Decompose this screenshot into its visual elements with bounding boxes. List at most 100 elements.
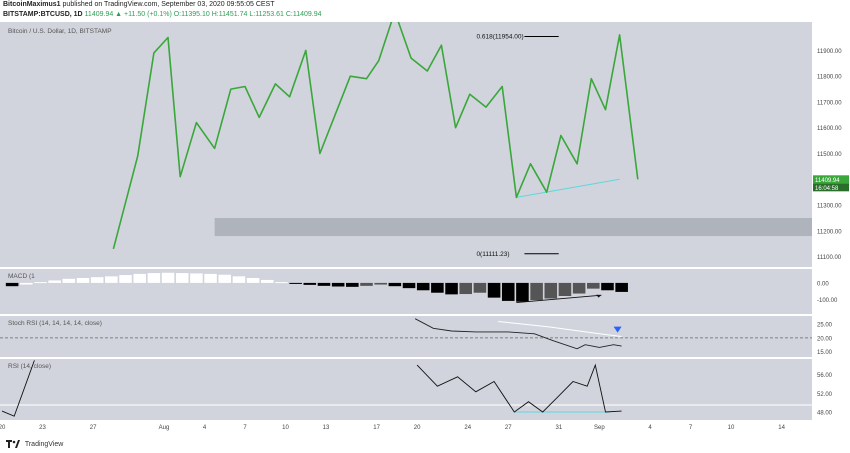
time-tick-label: 13	[323, 425, 330, 431]
macd-histogram-bar	[218, 274, 232, 283]
stoch-y-tick: 15.00	[817, 350, 833, 356]
macd-histogram-bar	[601, 282, 614, 291]
macd-histogram-bar	[346, 282, 359, 287]
macd-histogram-bar	[5, 282, 19, 287]
stoch-y-tick: 20.00	[817, 336, 833, 342]
time-tick-label: 7	[689, 425, 693, 431]
stoch-d-line	[498, 321, 622, 337]
macd-histogram-bar	[275, 282, 288, 284]
macd-histogram-bar	[20, 282, 33, 285]
chart-canvas[interactable]: Bitcoin / U.S. Dollar, 1D, BITSTAMP 11900…	[0, 22, 850, 440]
stoch-rsi-pane-title: Stoch RSI (14, 14, 14, 14, close)	[8, 320, 102, 327]
time-tick-label: 4	[648, 425, 652, 431]
macd-histogram-bar	[544, 282, 558, 299]
rsi-line-left	[1, 360, 35, 417]
time-tick-label: 27	[505, 425, 512, 431]
macd-histogram-bar	[516, 282, 529, 302]
time-tick-label: 20	[0, 425, 6, 431]
chart-header: BitcoinMaximus1 published on TradingView…	[0, 0, 850, 22]
main-pane-title: Bitcoin / U.S. Dollar, 1D, BITSTAMP	[8, 28, 112, 35]
macd-histogram-bar	[572, 282, 586, 294]
rsi-y-tick: 56.00	[817, 373, 833, 379]
time-tick-label: 24	[464, 425, 471, 431]
macd-histogram-bar	[431, 282, 444, 293]
time-tick-label: 10	[728, 425, 735, 431]
macd-histogram-bar	[289, 282, 302, 284]
time-tick-label: 17	[373, 425, 380, 431]
fib-level-label: 0(11111.23)	[476, 251, 509, 258]
countdown-badge	[813, 183, 849, 192]
macd-histogram-bar	[204, 273, 217, 283]
macd-histogram-bar	[190, 273, 203, 283]
price-axis-rsi	[812, 359, 850, 420]
macd-histogram-bar	[133, 273, 146, 283]
macd-trend-arrow	[516, 294, 602, 303]
main-y-tick: 11300.00	[817, 204, 842, 210]
macd-histogram-bar	[487, 282, 501, 298]
symbol-label: BITSTAMP:BTCUSD, 1D	[3, 11, 83, 18]
footer: TradingView	[6, 440, 63, 448]
macd-histogram-bar	[303, 282, 317, 285]
main-y-tick: 11600.00	[817, 126, 842, 132]
macd-histogram-bar	[360, 282, 373, 286]
time-tick-label: 4	[203, 425, 207, 431]
time-tick-label: 14	[778, 425, 785, 431]
macd-histogram-bar	[331, 282, 345, 287]
macd-y-tick: -100.00	[817, 298, 838, 304]
stoch-y-tick: 25.00	[817, 323, 833, 329]
price-support-trendline	[516, 178, 620, 198]
tradingview-logo-icon	[6, 440, 20, 448]
rsi-y-tick: 52.00	[817, 392, 833, 398]
macd-histogram-bar	[34, 282, 47, 284]
macd-histogram-bar	[317, 282, 331, 286]
time-tick-label: 31	[556, 425, 563, 431]
macd-histogram-bar	[260, 279, 274, 283]
main-y-tick: 11800.00	[817, 75, 842, 81]
fib-level-label: 0.618(11954.00)	[476, 33, 523, 40]
time-tick-label: 20	[414, 425, 421, 431]
macd-histogram-bar	[161, 272, 175, 283]
pane-background-rsi	[0, 359, 812, 420]
price-axis-main	[812, 22, 850, 267]
time-tick-label: Aug	[159, 425, 170, 431]
macd-histogram-bar	[501, 282, 515, 301]
stoch-down-arrow-icon	[613, 326, 622, 333]
macd-histogram-bar	[76, 278, 90, 283]
macd-pane-title: MACD (1	[8, 273, 35, 280]
rsi-y-tick: 48.00	[817, 411, 833, 417]
macd-histogram-bar	[402, 282, 416, 289]
macd-histogram-bar	[459, 282, 473, 295]
countdown-label: 16:04:58	[815, 186, 839, 192]
main-y-tick: 11200.00	[817, 229, 842, 235]
rsi-pane-title: RSI (14, close)	[8, 363, 51, 370]
price-axis-stoch	[812, 316, 850, 357]
footer-brand: TradingView	[24, 440, 64, 448]
macd-histogram-bar	[105, 276, 118, 283]
macd-histogram-bar	[558, 282, 572, 296]
macd-histogram-bar	[90, 277, 104, 283]
time-axis	[0, 420, 850, 432]
macd-histogram-bar	[587, 282, 600, 289]
price-line-series	[112, 22, 639, 250]
ohlc-readout: 11409.94 ▲ +11.50 (+0.1%) O:11395.10 H:1…	[84, 11, 322, 18]
main-y-tick: 11100.00	[817, 255, 842, 261]
macd-histogram-bar	[530, 282, 543, 301]
macd-y-tick: 0.00	[817, 281, 829, 287]
macd-histogram-bar	[388, 282, 402, 287]
macd-arrow-head-icon	[596, 294, 602, 298]
macd-histogram-bar	[445, 282, 458, 295]
macd-histogram-bar	[48, 280, 61, 283]
time-tick-label: 27	[90, 425, 97, 431]
publish-line: BitcoinMaximus1 published on TradingView…	[3, 1, 274, 8]
main-y-tick: 11700.00	[817, 100, 842, 106]
time-tick-label: Sep	[594, 425, 605, 431]
macd-histogram-bar	[473, 282, 487, 293]
publisher-name: BitcoinMaximus1	[3, 1, 61, 8]
last-price-badge	[813, 175, 849, 184]
macd-histogram-bar	[246, 278, 260, 283]
macd-histogram-bar	[62, 278, 76, 283]
time-tick-label: 10	[282, 425, 289, 431]
support-zone	[214, 218, 812, 237]
time-tick-label: 7	[243, 425, 247, 431]
last-price-label: 11409.94	[815, 178, 840, 184]
